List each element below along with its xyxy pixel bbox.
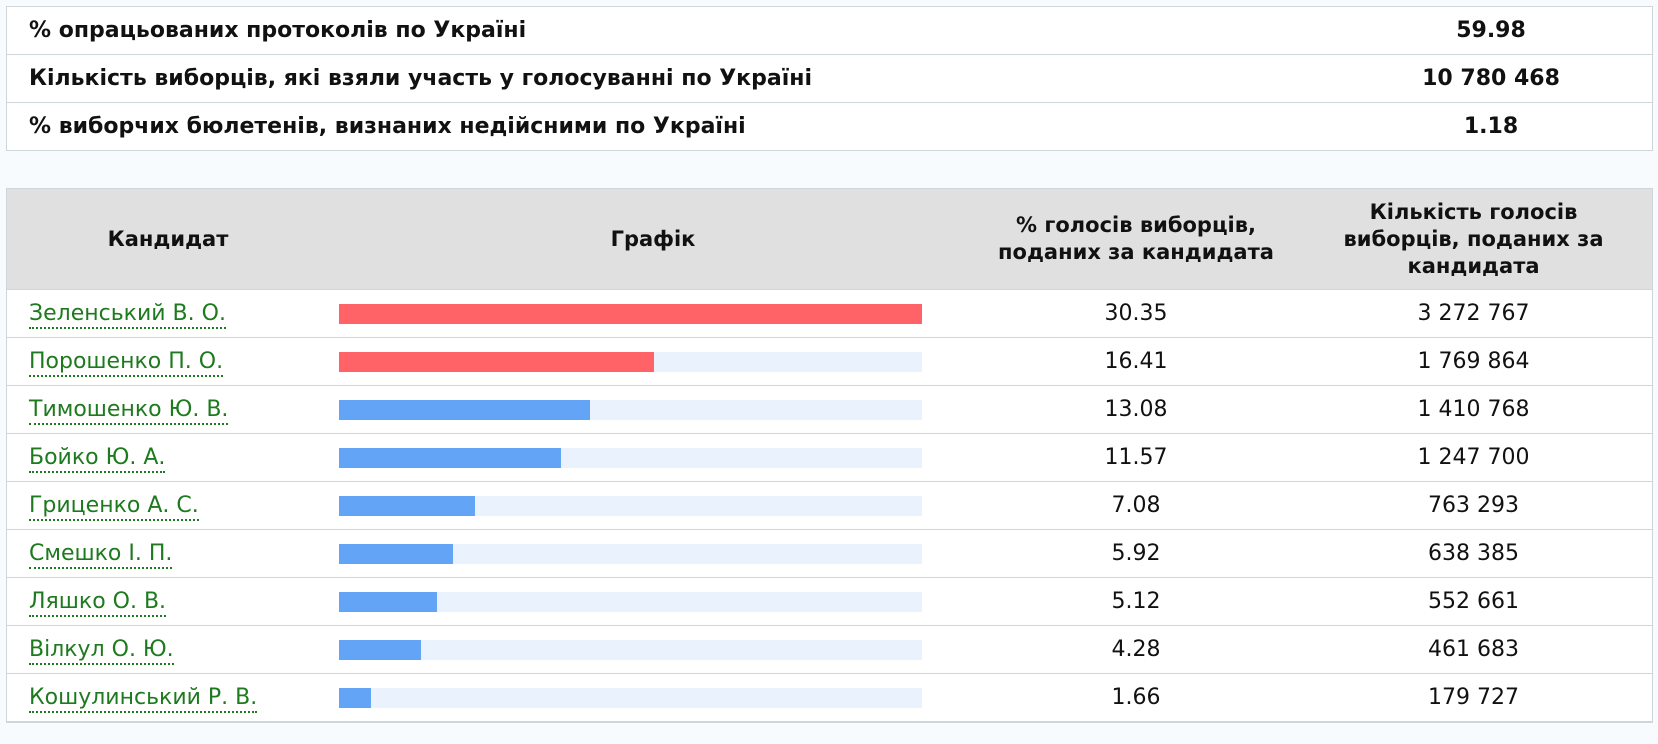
percent-cell: 13.08 [1104, 397, 1168, 422]
results-table-header: Кандидат Графік % голосів виборців, пода… [7, 189, 1652, 290]
summary-value: 59.98 [1456, 18, 1526, 43]
table-row: Порошенко П. О. 16.41 1 769 864 [7, 338, 1652, 386]
header-percent: % голосів виборців, поданих за кандидата [998, 213, 1274, 264]
candidate-cell: Вілкул О. Ю. [7, 637, 329, 665]
bar-track [339, 351, 922, 372]
summary-row-protocols: % опрацьованих протоколів по Україні 59.… [7, 7, 1652, 54]
bar-track [339, 639, 922, 660]
bar-track [339, 591, 922, 612]
summary-value: 1.18 [1463, 114, 1519, 139]
votes-cell: 1 410 768 [1417, 397, 1530, 422]
candidate-link[interactable]: Тимошенко Ю. В. [29, 397, 229, 425]
candidate-cell: Смешко І. П. [7, 541, 329, 569]
chart-cell [329, 639, 977, 660]
bar-track [339, 399, 922, 420]
results-table: Кандидат Графік % голосів виборців, пода… [6, 188, 1653, 723]
summary-label: % виборчих бюлетенів, визнаних недійсним… [29, 114, 746, 139]
percent-cell: 1.66 [1111, 685, 1161, 710]
chart-cell [329, 303, 977, 324]
bar-fill [339, 399, 591, 420]
bar-fill [339, 543, 453, 564]
votes-cell: 763 293 [1428, 493, 1519, 518]
candidate-link[interactable]: Кошулинський Р. В. [29, 685, 258, 713]
chart-cell [329, 351, 977, 372]
candidate-link[interactable]: Зеленський В. О. [29, 301, 226, 329]
candidate-link[interactable]: Бойко Ю. А. [29, 445, 166, 473]
votes-cell: 552 661 [1428, 589, 1519, 614]
table-row: Гриценко А. С. 7.08 763 293 [7, 482, 1652, 530]
table-row: Зеленський В. О. 30.35 3 272 767 [7, 290, 1652, 338]
candidate-cell: Гриценко А. С. [7, 493, 329, 521]
bar-track [339, 495, 922, 516]
votes-cell: 3 272 767 [1417, 301, 1530, 326]
table-row: Вілкул О. Ю. 4.28 461 683 [7, 626, 1652, 674]
bar-fill [339, 303, 922, 324]
candidate-cell: Кошулинський Р. В. [7, 685, 329, 713]
bar-fill [339, 351, 655, 372]
candidate-cell: Зеленський В. О. [7, 301, 329, 329]
bar-track [339, 687, 922, 708]
table-row: Смешко І. П. 5.92 638 385 [7, 530, 1652, 578]
percent-cell: 30.35 [1104, 301, 1168, 326]
bar-track [339, 447, 922, 468]
percent-cell: 11.57 [1104, 445, 1168, 470]
summary-label: % опрацьованих протоколів по Україні [29, 18, 527, 43]
summary-row-turnout: Кількість виборців, які взяли участь у г… [7, 54, 1652, 102]
percent-cell: 7.08 [1111, 493, 1161, 518]
bar-fill [339, 591, 438, 612]
header-votes: Кількість голосів виборців, поданих за к… [1343, 199, 1604, 278]
bar-fill [339, 447, 562, 468]
chart-cell [329, 447, 977, 468]
table-row: Ляшко О. В. 5.12 552 661 [7, 578, 1652, 626]
candidate-cell: Порошенко П. О. [7, 349, 329, 377]
candidate-cell: Тимошенко Ю. В. [7, 397, 329, 425]
summary-table: % опрацьованих протоколів по Україні 59.… [6, 6, 1653, 151]
results-table-body: Зеленський В. О. 30.35 3 272 767 Порошенко … [7, 290, 1652, 722]
votes-cell: 461 683 [1428, 637, 1519, 662]
candidate-cell: Ляшко О. В. [7, 589, 329, 617]
summary-row-invalid: % виборчих бюлетенів, визнаних недійсним… [7, 102, 1652, 150]
table-row: Бойко Ю. А. 11.57 1 247 700 [7, 434, 1652, 482]
table-row: Кошулинський Р. В. 1.66 179 727 [7, 674, 1652, 722]
candidate-link[interactable]: Ляшко О. В. [29, 589, 167, 617]
percent-cell: 4.28 [1111, 637, 1161, 662]
votes-cell: 179 727 [1428, 685, 1519, 710]
candidate-link[interactable]: Смешко І. П. [29, 541, 173, 569]
chart-cell [329, 495, 977, 516]
bar-track [339, 543, 922, 564]
candidate-cell: Бойко Ю. А. [7, 445, 329, 473]
candidate-link[interactable]: Вілкул О. Ю. [29, 637, 174, 665]
percent-cell: 5.92 [1111, 541, 1161, 566]
votes-cell: 638 385 [1428, 541, 1519, 566]
chart-cell [329, 687, 977, 708]
bar-track [339, 303, 922, 324]
votes-cell: 1 247 700 [1417, 445, 1530, 470]
percent-cell: 16.41 [1104, 349, 1168, 374]
bar-fill [339, 687, 371, 708]
summary-value: 10 780 468 [1422, 66, 1560, 91]
chart-cell [329, 543, 977, 564]
chart-cell [329, 591, 977, 612]
votes-cell: 1 769 864 [1417, 349, 1530, 374]
bar-fill [339, 639, 422, 660]
chart-cell [329, 399, 977, 420]
summary-label: Кількість виборців, які взяли участь у г… [29, 66, 812, 91]
percent-cell: 5.12 [1111, 589, 1161, 614]
header-candidate: Кандидат [107, 226, 229, 251]
candidate-link[interactable]: Гриценко А. С. [29, 493, 199, 521]
table-row: Тимошенко Ю. В. 13.08 1 410 768 [7, 386, 1652, 434]
bar-fill [339, 495, 475, 516]
header-chart: Графік [610, 226, 696, 251]
candidate-link[interactable]: Порошенко П. О. [29, 349, 224, 377]
